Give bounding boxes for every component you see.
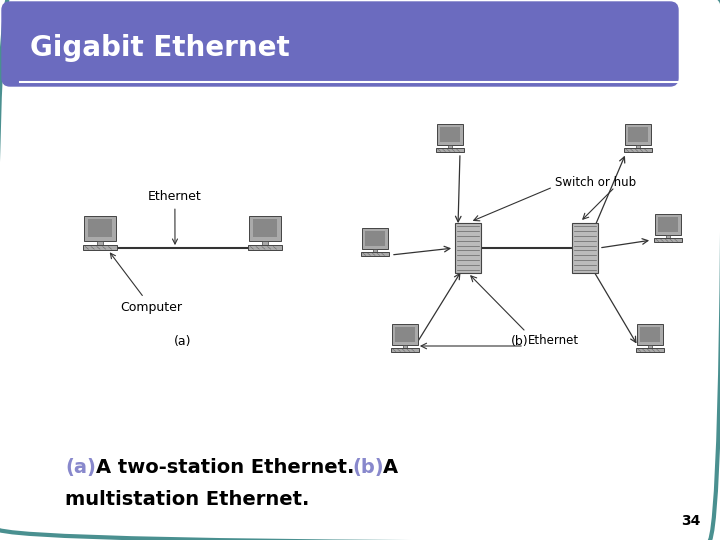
Text: (a): (a)	[65, 458, 96, 477]
Bar	[248, 245, 282, 250]
Bar	[572, 224, 598, 273]
Bar	[629, 127, 648, 141]
Text: 34: 34	[680, 514, 700, 528]
Bar	[88, 219, 112, 237]
Bar	[636, 145, 640, 148]
Text: Ethernet: Ethernet	[528, 334, 579, 347]
Bar	[455, 224, 481, 273]
Bar	[655, 214, 680, 234]
Bar	[403, 345, 407, 348]
Text: A: A	[383, 458, 398, 477]
Bar	[658, 217, 678, 232]
Bar	[392, 348, 418, 352]
Text: Ethernet: Ethernet	[148, 191, 202, 244]
Bar	[448, 145, 452, 148]
Text: (a): (a)	[174, 335, 192, 348]
Text: (b): (b)	[511, 335, 528, 348]
Bar	[392, 324, 418, 345]
Bar	[84, 215, 116, 241]
Bar	[395, 327, 415, 342]
Text: Computer: Computer	[110, 253, 182, 314]
Bar	[636, 348, 664, 352]
Text: multistation Ethernet.: multistation Ethernet.	[65, 490, 310, 509]
Text: Gigabit Ethernet: Gigabit Ethernet	[30, 34, 289, 62]
Bar	[373, 248, 377, 252]
Bar	[361, 252, 389, 256]
Bar	[637, 324, 662, 345]
FancyBboxPatch shape	[2, 2, 678, 86]
Text: A two-station Ethernet.: A two-station Ethernet.	[96, 458, 354, 477]
Bar	[436, 148, 464, 152]
Bar	[253, 219, 277, 237]
Bar	[262, 241, 268, 245]
Text: (b): (b)	[352, 458, 384, 477]
Bar	[362, 228, 388, 248]
Text: Switch or hub: Switch or hub	[555, 177, 636, 190]
Bar	[648, 345, 652, 348]
Bar	[97, 241, 103, 245]
Bar	[666, 234, 670, 238]
Bar	[437, 124, 463, 145]
Bar	[624, 148, 652, 152]
Bar	[625, 124, 651, 145]
Bar	[249, 215, 281, 241]
Bar	[440, 127, 460, 141]
Bar	[654, 238, 682, 242]
Bar	[84, 245, 117, 250]
Bar	[640, 327, 660, 342]
Bar	[365, 231, 384, 246]
